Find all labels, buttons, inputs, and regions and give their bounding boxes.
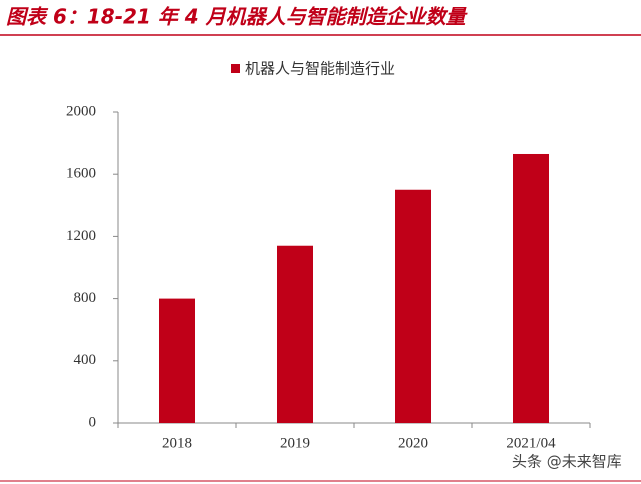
bar [159, 298, 195, 423]
x-tick-label: 2021/04 [506, 435, 556, 451]
bar [395, 189, 431, 423]
x-tick-label: 2018 [162, 435, 192, 451]
x-tick-label: 2019 [280, 435, 310, 451]
y-tick-label: 800 [74, 290, 97, 306]
y-tick-label: 1600 [66, 166, 96, 182]
legend-label: 机器人与智能制造行业 [245, 60, 395, 78]
watermark: 头条 @未来智库 [512, 453, 622, 471]
y-tick-label: 400 [74, 352, 97, 368]
y-tick-label: 0 [89, 414, 97, 430]
y-tick-label: 1200 [66, 228, 96, 244]
x-tick-label: 2020 [398, 435, 428, 451]
legend-swatch [231, 64, 240, 73]
bar [277, 245, 313, 423]
bar [513, 153, 549, 424]
chart-title: 图表 6：18-21 年 4 月机器人与智能制造企业数量 [6, 5, 469, 29]
y-tick-label: 2000 [66, 103, 96, 119]
